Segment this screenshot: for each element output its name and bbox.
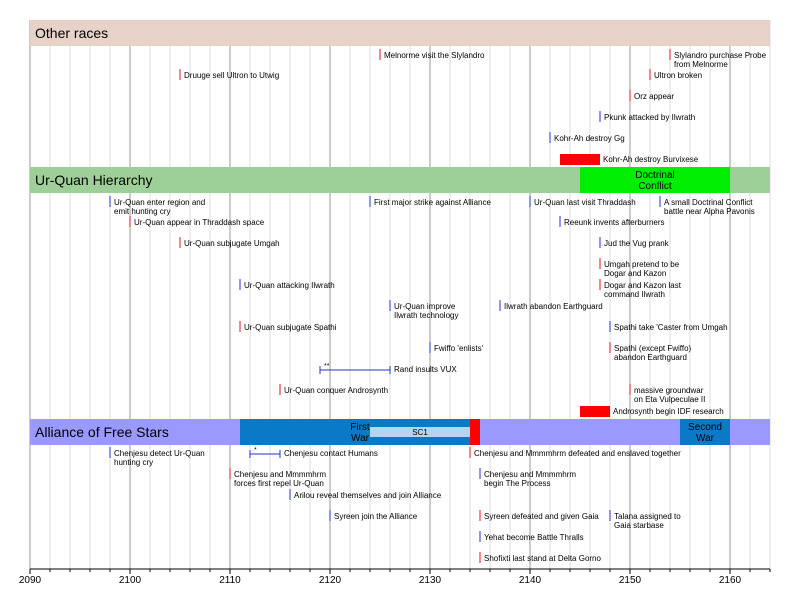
event-label: on Eta Vulpeculae II — [634, 395, 705, 404]
event-label: Rand insults VUX — [394, 365, 457, 374]
event-label: Ur-Quan improve — [394, 302, 456, 311]
event-label: First major strike against Alliance — [374, 198, 491, 207]
event-label: Chenjesu contact Humans — [284, 449, 378, 458]
x-tick-label: 2110 — [219, 575, 241, 586]
event-label: Reeunk invents afterburners — [564, 218, 665, 227]
event-label: A small Doctrinal Conflict — [664, 198, 753, 207]
event-label: Slylandro purchase Probe — [674, 51, 767, 60]
event-label: Dogar and Kazon — [604, 269, 666, 278]
span-label: SC1 — [412, 428, 428, 437]
content-layer: Other races Melnorme visit the Slylandro S… — [30, 20, 770, 563]
event-label: Druuge sell Ultron to Utwig — [184, 71, 279, 80]
x-axis: 2090 2100 2110 2120 2130 2140 2150 2160 — [19, 568, 771, 586]
event-label: Arilou reveal themselves and join Allian… — [294, 491, 442, 500]
x-tick-label: 2130 — [419, 575, 442, 586]
span-label: Second — [688, 422, 722, 433]
event-label: Chenjesu detect Ur-Quan — [114, 449, 205, 458]
event-label: Kohr-Ah destroy Gg — [554, 134, 625, 143]
event-label: Ultron broken — [654, 71, 702, 80]
event-label: from Melnorme — [674, 60, 728, 69]
event-bar — [560, 154, 600, 165]
span-second-war — [680, 419, 730, 445]
span-label: Conflict — [638, 181, 672, 192]
event-label: Spathi take 'Caster from Umgah — [614, 323, 728, 332]
event-label: Chenjesu and Mmmmhrm — [484, 470, 576, 479]
event-label: Melnorme visit the Slylandro — [384, 51, 485, 60]
event-range-mark: ** — [324, 363, 330, 370]
event-label: Pkunk attacked by Ilwrath — [604, 113, 695, 122]
event-label: Yehat become Battle Thralls — [484, 533, 584, 542]
event-label: Syreen join the Alliance — [334, 512, 418, 521]
event-label: Ur-Quan appear in Thraddash space — [134, 218, 265, 227]
section-header-other-races — [30, 20, 770, 46]
x-tick-label: 2100 — [119, 575, 142, 586]
x-tick-label: 2150 — [619, 575, 642, 586]
event-label: Fwiffo 'enlists' — [434, 344, 484, 353]
event-label: begin The Process — [484, 479, 551, 488]
event-label: Syreen defeated and given Gaia — [484, 512, 599, 521]
event-label: Ilwrath abandon Earthguard — [504, 302, 603, 311]
event-label: Shofixti last stand at Delta Gorno — [484, 554, 602, 563]
event-label: Chenjesu and Mmmmhrm — [234, 470, 326, 479]
grid-layer — [29, 20, 771, 569]
x-tick-label: 2120 — [319, 575, 342, 586]
event-label: Ur-Quan last visit Thraddash — [534, 198, 636, 207]
event-label: Ur-Quan subjugate Spathi — [244, 323, 337, 332]
event-label: massive groundwar — [634, 386, 704, 395]
event-label: Jud the Vug prank — [604, 239, 670, 248]
x-tick-label: 2160 — [719, 575, 742, 586]
event-label: Ur-Quan attacking Ilwrath — [244, 281, 335, 290]
event-label: emit hunting cry — [114, 207, 170, 216]
section-title-ur-quan-hierarchy: Ur-Quan Hierarchy — [35, 172, 152, 188]
event-label: Androsynth begin IDF research — [613, 407, 724, 416]
event-label: Ur-Quan subjugate Umgah — [184, 239, 280, 248]
event-label: Gaia starbase — [614, 521, 664, 530]
span-label: First — [350, 422, 370, 433]
event-label: Chenjesu and Mmmmhrm defeated and enslav… — [474, 449, 681, 458]
event-label: Talana assigned to — [614, 512, 681, 521]
event-label: battle near Alpha Pavonis — [664, 207, 755, 216]
event-label: Dogar and Kazon last — [604, 281, 682, 290]
span-label: War — [696, 433, 715, 444]
span-marker — [470, 419, 480, 445]
event-label: command Ilwrath — [604, 290, 665, 299]
event-label: Kohr-Ah destroy Burvixese — [603, 155, 699, 164]
event-label: Ur-Quan conquer Androsynth — [284, 386, 388, 395]
event-label: Orz appear — [634, 92, 674, 101]
span-sc1 — [370, 427, 470, 437]
event-label: abandon Earthguard — [614, 353, 687, 362]
event-label: Ilwrath technology — [394, 311, 458, 320]
x-tick-label: 2140 — [519, 575, 542, 586]
span-label: Doctrinal — [635, 170, 674, 181]
event-bar — [580, 406, 610, 417]
x-tick-label: 2090 — [19, 575, 42, 586]
event-label: Ur-Quan enter region and — [114, 198, 205, 207]
section-title-alliance-of-free-stars: Alliance of Free Stars — [35, 424, 169, 440]
event-range-mark: * — [254, 447, 257, 454]
section-title-other-races: Other races — [35, 25, 108, 41]
span-label: War — [351, 433, 370, 444]
event-label: forces first repel Ur-Quan — [234, 479, 324, 488]
event-label: Spathi (except Fwiffo) — [614, 344, 692, 353]
span-doctrinal-conflict — [580, 167, 730, 193]
event-label: Umgah pretend to be — [604, 260, 680, 269]
event-label: hunting cry — [114, 458, 153, 467]
